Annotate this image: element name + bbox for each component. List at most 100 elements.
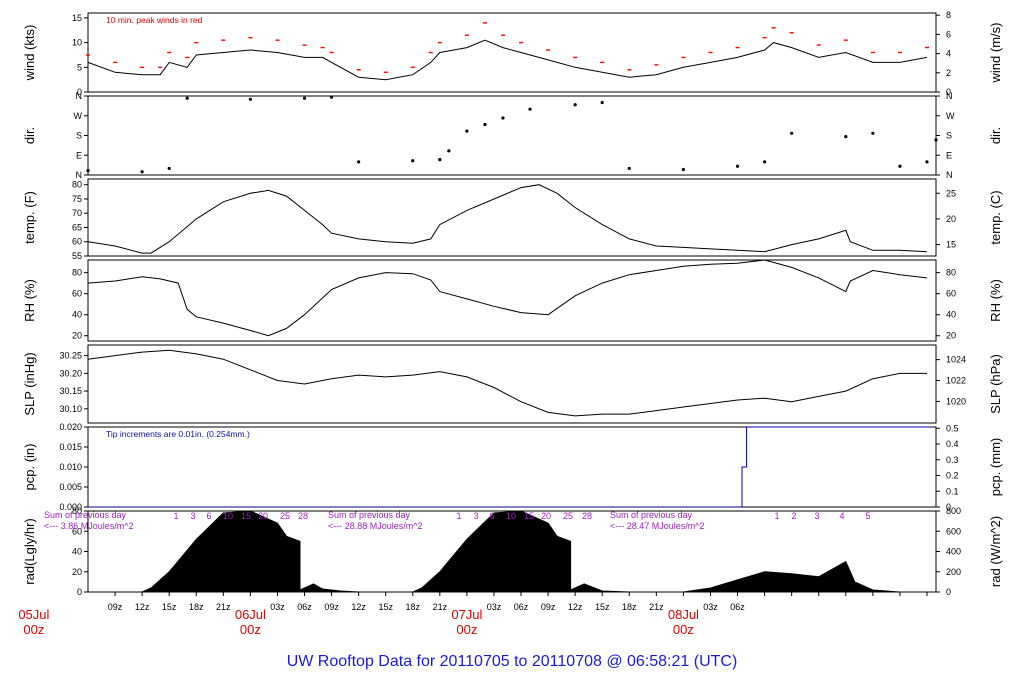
left-tick-label: 20 xyxy=(72,567,82,577)
left-tick-label: 60 xyxy=(72,237,82,247)
panel-pcp: 0.000 0.005 0.010 0.015 0.020 0 0.1 0.2 0.3 0.4 0.… xyxy=(22,422,1003,512)
right-tick-label: 6 xyxy=(946,29,951,39)
y-label-left: rad(Lgly/hr) xyxy=(22,518,37,584)
right-tick-label: 800 xyxy=(946,506,961,516)
dir-point xyxy=(844,134,848,139)
y-label-left: temp. (F) xyxy=(22,191,37,244)
dir-point xyxy=(925,160,929,164)
right-tick-label: 0.4 xyxy=(946,439,959,449)
series-line-wind xyxy=(87,39,928,81)
left-tick-label: 40 xyxy=(72,547,82,557)
x-tick-label: 15z xyxy=(595,602,610,612)
day-label-date: 08Jul xyxy=(668,607,699,622)
y-label-right: SLP (hPa) xyxy=(988,354,1003,414)
left-tick-label: 15 xyxy=(72,13,82,23)
day-label-date: 07Jul xyxy=(451,607,482,622)
left-tick-label: 65 xyxy=(72,222,82,232)
right-tick-label: 0.3 xyxy=(946,455,959,465)
y-label-left: pcp. (in) xyxy=(22,444,37,491)
right-tick-label: 1020 xyxy=(946,397,966,407)
rad-day-tick: 15 xyxy=(524,511,534,521)
left-tick-label: 30.10 xyxy=(59,404,82,414)
day-label-hour: 00z xyxy=(456,622,477,637)
panel-slp: 30.10 30.15 30.20 30.25 1020 1022 1024 SLP (inH… xyxy=(22,344,1003,424)
rad-day-tick: 5 xyxy=(865,511,870,521)
rad-day-tick: 4 xyxy=(839,511,844,521)
x-tick-label: 18z xyxy=(622,602,637,612)
rad-day-tick: 1 xyxy=(173,511,178,521)
rad-day-tick: 10 xyxy=(506,511,516,521)
right-tick-label: 20 xyxy=(946,331,956,341)
right-tick-label: 8 xyxy=(946,10,951,20)
left-tick-label: 10 xyxy=(72,38,82,48)
x-tick-label: 18z xyxy=(189,602,204,612)
right-tick-label: N xyxy=(946,170,953,180)
radiation-area xyxy=(141,510,900,593)
x-tick-label: 06z xyxy=(297,602,312,612)
rad-day-tick: 2 xyxy=(791,511,796,521)
left-tick-label: 80 xyxy=(72,506,82,516)
right-tick-label: E xyxy=(946,150,952,160)
dir-point xyxy=(681,167,686,172)
rad-annotation-line2: <--- 28.47 MJoules/m^2 xyxy=(610,521,705,531)
dir-point xyxy=(735,164,740,168)
x-tick-label: 09z xyxy=(541,602,556,612)
left-tick-label: N xyxy=(76,91,83,101)
chart-title: UW Rooftop Data for 20110705 to 20110708… xyxy=(287,653,738,670)
dir-point xyxy=(302,96,307,100)
right-tick-label: 2 xyxy=(946,68,951,78)
right-tick-label: N xyxy=(946,91,953,101)
right-tick-label: 4 xyxy=(946,49,951,59)
dir-point xyxy=(140,170,144,174)
right-tick-label: 0 xyxy=(946,502,951,512)
y-label-right: wind (m/s) xyxy=(988,23,1003,84)
x-tick-label: 03z xyxy=(703,602,718,612)
panel-frame xyxy=(87,426,937,508)
x-tick-label: 12z xyxy=(568,602,583,612)
right-tick-label: 20 xyxy=(946,214,956,224)
rad-annotation-line1: Sum of previous day xyxy=(328,510,411,520)
rad-day-tick: 25 xyxy=(280,511,290,521)
left-tick-label: 5 xyxy=(77,62,82,72)
rad-day-tick: 3 xyxy=(190,511,195,521)
dir-point xyxy=(627,166,631,171)
dir-point xyxy=(167,166,171,171)
x-tick-label: 21z xyxy=(216,602,231,612)
x-tick-label: 15z xyxy=(378,602,393,612)
x-tick-label: 09z xyxy=(324,602,339,612)
series-line-rh xyxy=(87,259,928,337)
y-label-left: dir. xyxy=(22,127,37,144)
x-tick-label: 06z xyxy=(514,602,529,612)
rad-day-tick: 25 xyxy=(563,511,573,521)
series-line-temp xyxy=(87,184,928,254)
right-tick-label: 0 xyxy=(946,587,951,597)
dir-point xyxy=(185,96,189,100)
day-label-hour: 00z xyxy=(240,622,261,637)
y-label-left: SLP (inHg) xyxy=(22,352,37,415)
rad-day-tick: 6 xyxy=(489,511,494,521)
left-tick-label: 0.000 xyxy=(59,502,82,512)
dir-point xyxy=(790,131,794,135)
x-tick-label: 06z xyxy=(730,602,745,612)
dir-point xyxy=(762,160,767,164)
left-tick-label: 30.25 xyxy=(59,351,82,361)
dir-point xyxy=(86,169,90,173)
dir-point xyxy=(528,107,532,111)
x-tick-label: 12z xyxy=(135,602,150,612)
dir-point xyxy=(447,149,451,153)
dir-point xyxy=(934,138,938,142)
left-tick-label: 80 xyxy=(72,180,82,190)
x-tick-label: 12z xyxy=(351,602,366,612)
left-tick-label: 80 xyxy=(72,268,82,278)
panel-temp: 55 60 65 70 75 80 15 20 25 temp. (F) temp. (C) xyxy=(22,178,1003,261)
right-tick-label: 200 xyxy=(946,567,961,577)
x-tick-label: 21z xyxy=(649,602,664,612)
rad-annotation-line2: <--- 28.88 MJoules/m^2 xyxy=(328,521,423,531)
right-tick-label: 0.1 xyxy=(946,486,959,496)
day-label-date: 05Jul xyxy=(18,607,49,622)
y-label-left: wind (kts) xyxy=(22,25,37,82)
rad-day-tick: 28 xyxy=(582,511,592,521)
left-tick-label: 30.15 xyxy=(59,386,82,396)
